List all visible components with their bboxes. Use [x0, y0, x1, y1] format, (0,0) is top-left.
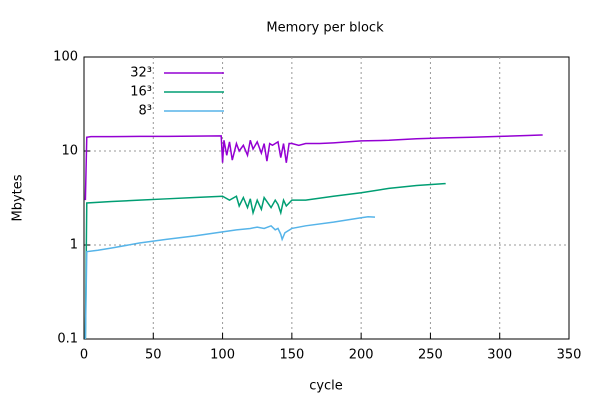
x-tick-label: 200 [349, 348, 374, 363]
legend-label: 32³ [130, 66, 152, 81]
x-tick-label: 0 [80, 348, 88, 363]
y-tick-label: 1 [70, 238, 78, 253]
y-tick-label: 100 [53, 50, 78, 65]
x-tick-label: 100 [210, 348, 235, 363]
x-tick-label: 300 [487, 348, 512, 363]
legend-label: 8³ [139, 104, 152, 119]
x-tick-label: 150 [279, 348, 304, 363]
x-axis-label: cycle [309, 379, 343, 394]
x-tick-label: 250 [418, 348, 443, 363]
y-tick-label: 10 [61, 144, 78, 159]
data-line [84, 134, 543, 201]
x-tick-label: 350 [557, 348, 582, 363]
y-axis-label: Mbytes [11, 174, 26, 221]
chart-title: Memory per block [266, 21, 384, 36]
x-tick-label: 50 [145, 348, 162, 363]
y-tick-label: 0.1 [57, 332, 78, 347]
data-line [84, 215, 376, 340]
legend-label: 16³ [130, 85, 152, 100]
plot-frame [83, 56, 570, 340]
data-line [84, 182, 446, 340]
